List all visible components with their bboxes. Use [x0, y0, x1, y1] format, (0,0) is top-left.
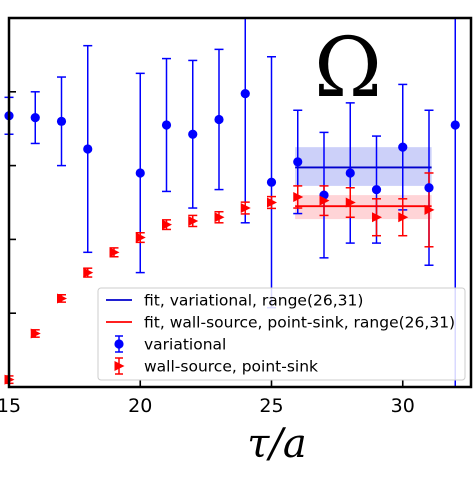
data-point-1-6: [162, 219, 172, 230]
data-point-0-2: [56, 116, 67, 126]
data-point-1-3: [83, 267, 94, 278]
data-point-1-16: [424, 204, 435, 215]
x-tick-label-0: 15: [0, 395, 21, 417]
data-point-0-13: [371, 184, 382, 195]
data-point-1-1: [30, 328, 41, 339]
chart-title: Ω: [314, 21, 382, 116]
data-point-0-4: [135, 168, 145, 178]
legend-label-1: fit, wall-source, point-sink, range(26,3…: [144, 314, 455, 332]
legend-label-2: variational: [144, 336, 226, 354]
data-point-0-12: [345, 168, 355, 178]
data-point-0-16: [450, 120, 460, 130]
data-point-0-3: [83, 144, 93, 154]
data-point-0-8: [240, 89, 250, 99]
legend-label-3: wall-source, point-sink: [144, 358, 318, 376]
x-tick-label-3: 30: [391, 395, 415, 417]
y-ticks: [9, 91, 16, 315]
data-point-1-15: [398, 212, 409, 223]
legend-label-0: fit, variational, range(26,31): [144, 292, 363, 310]
x-tick-label-1: 20: [128, 395, 152, 417]
data-point-1-13: [345, 197, 356, 208]
legend-box: [97, 287, 466, 381]
data-point-1-14: [372, 212, 382, 223]
legend-handle-3: [114, 361, 125, 371]
fit-band-3: [295, 195, 432, 220]
data-point-0-6: [188, 129, 198, 139]
data-point-1-8: [214, 212, 225, 223]
x-axis-label: τ/a: [247, 421, 306, 467]
fit-bands: [295, 147, 432, 220]
data-point-1-9: [240, 203, 251, 214]
data-point-1-5: [135, 232, 146, 243]
data-point-0-10: [293, 157, 303, 167]
plot-frame: [7, 16, 473, 389]
legend: fit, variational, range(26,31) fit, wall-…: [97, 287, 466, 381]
data-point-0-5: [161, 120, 172, 130]
data-markers: [4, 89, 460, 385]
x-tick-label-2: 25: [259, 395, 283, 417]
data-point-1-4: [109, 247, 120, 258]
data-point-0-14: [398, 142, 408, 152]
x-ticks: 15 20 25 30: [0, 380, 415, 417]
data-point-0-1: [30, 113, 40, 123]
data-point-1-7: [188, 215, 199, 226]
data-point-1-12: [319, 195, 330, 206]
data-point-1-2: [57, 293, 67, 304]
legend-handle-2: [114, 339, 124, 349]
data-point-1-10: [267, 197, 277, 208]
fit-lines: [295, 166, 432, 208]
fit-band-2: [295, 147, 432, 186]
data-point-0-9: [266, 177, 277, 187]
data-point-0-15: [424, 183, 434, 193]
data-point-0-7: [214, 114, 224, 125]
data-point-1-11: [293, 191, 304, 202]
